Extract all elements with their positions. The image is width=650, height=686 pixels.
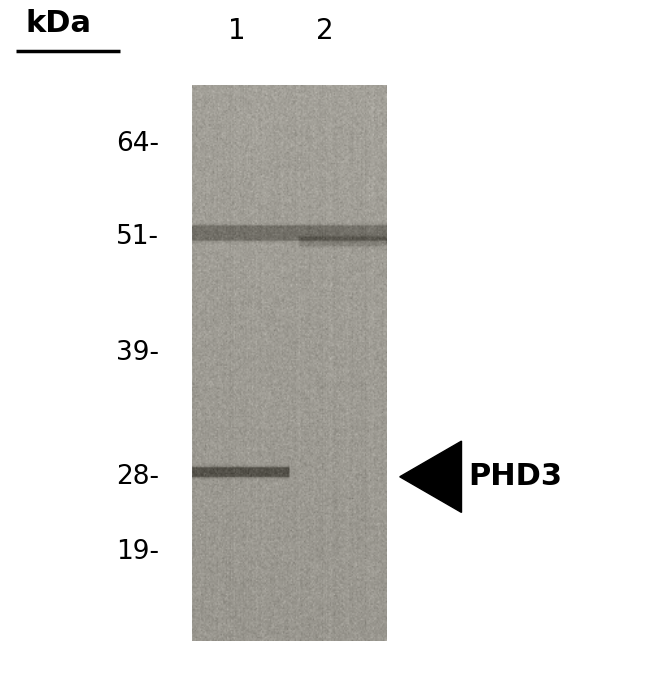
Text: PHD3: PHD3 (468, 462, 562, 491)
Text: 2: 2 (316, 17, 334, 45)
Text: 28-: 28- (116, 464, 159, 490)
Text: 51-: 51- (116, 224, 159, 250)
Text: kDa: kDa (26, 9, 92, 38)
Text: 19-: 19- (116, 539, 159, 565)
Text: 64-: 64- (116, 131, 159, 157)
Text: 39-: 39- (116, 340, 159, 366)
Polygon shape (400, 441, 462, 512)
Text: 1: 1 (228, 17, 246, 45)
